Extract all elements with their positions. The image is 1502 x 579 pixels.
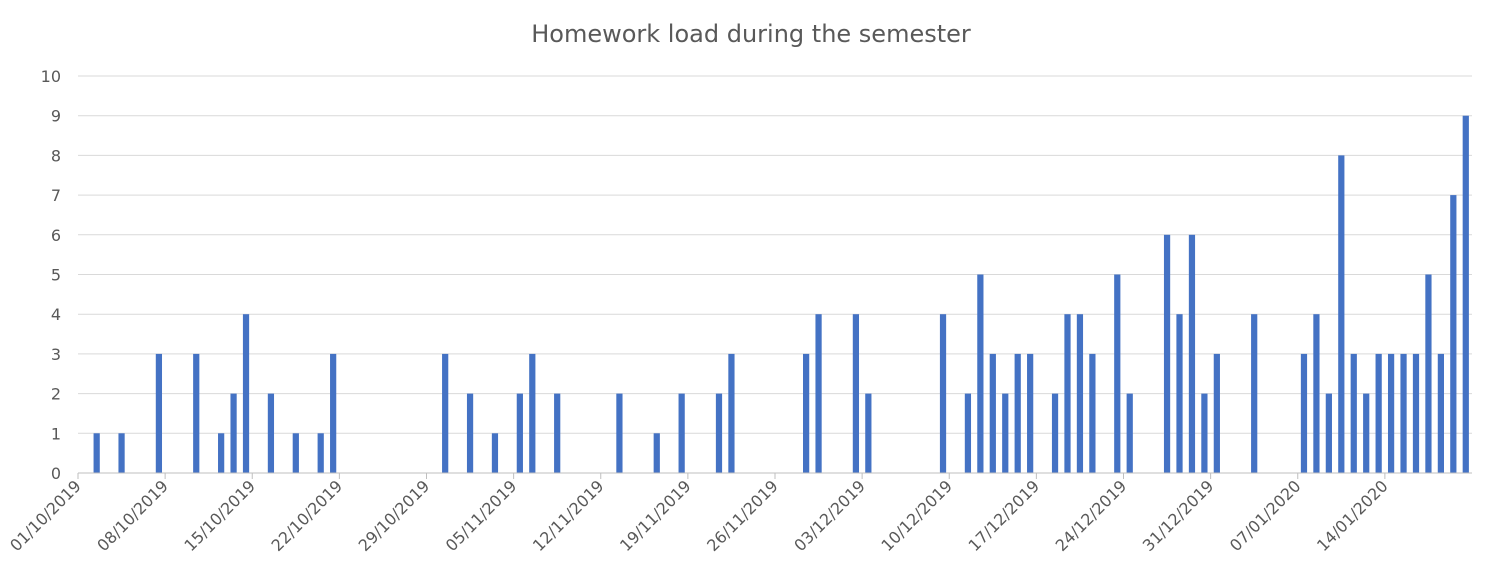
bar [1014, 353, 1021, 473]
bar [815, 314, 822, 473]
bar [1188, 234, 1196, 473]
bar [964, 393, 972, 473]
x-tick-label: 08/10/2019 [93, 476, 172, 555]
x-tick-label: 31/12/2019 [1139, 476, 1218, 555]
bar [230, 393, 237, 473]
bar [715, 393, 723, 473]
y-tick-label: 9 [51, 107, 61, 126]
bar [1089, 353, 1096, 473]
bar [292, 433, 299, 473]
bar [442, 353, 449, 473]
y-tick-label: 5 [51, 266, 61, 285]
bar [193, 353, 200, 473]
bar [803, 353, 810, 473]
bar [267, 393, 275, 473]
bar [1051, 393, 1059, 473]
bar [1163, 234, 1171, 473]
bar [491, 433, 499, 473]
bar [1400, 353, 1407, 473]
x-tick-label: 10/12/2019 [877, 476, 956, 555]
y-tick-label: 3 [51, 345, 61, 364]
bar [1425, 274, 1432, 473]
y-tick-label: 10 [41, 67, 61, 86]
y-tick-label: 0 [51, 464, 61, 483]
bar [1450, 195, 1457, 473]
bar [118, 433, 125, 473]
bar [1002, 393, 1009, 473]
bar [865, 393, 872, 473]
bar [939, 314, 947, 473]
y-tick-label: 8 [51, 146, 61, 165]
bar [1126, 393, 1133, 473]
bar [616, 393, 623, 473]
y-tick-label: 1 [51, 424, 61, 443]
bar [218, 433, 225, 473]
bar [317, 433, 324, 473]
bar [653, 433, 660, 473]
x-tick-label: 15/10/2019 [180, 476, 259, 555]
bar [1375, 353, 1382, 473]
bar [1350, 353, 1357, 473]
bar [1325, 393, 1332, 473]
x-tick-label: 01/10/2019 [6, 476, 85, 555]
bar [1412, 353, 1420, 473]
bar [516, 393, 523, 473]
bar [330, 353, 337, 473]
bar [554, 393, 561, 473]
bar [1176, 314, 1183, 473]
bar [1387, 353, 1395, 473]
y-tick-label: 2 [51, 385, 61, 404]
bar [1076, 314, 1084, 473]
x-axis-tick-labels: 01/10/2019 08/10/2019 15/10/2019 22/10/2019… [6, 476, 1392, 555]
bar [989, 353, 996, 473]
y-tick-label: 6 [51, 226, 61, 245]
bar [1213, 353, 1220, 473]
x-tick-label: 22/10/2019 [268, 476, 347, 555]
x-tick-label: 12/11/2019 [529, 476, 608, 555]
x-tick-label: 26/11/2019 [703, 476, 782, 555]
chart-title: Homework load during the semester [531, 20, 971, 48]
bar [1027, 353, 1034, 473]
bar [1437, 353, 1444, 473]
x-tick-label: 29/10/2019 [355, 476, 434, 555]
bar [1114, 274, 1121, 473]
bar-series [93, 115, 1469, 473]
bar [242, 314, 250, 473]
x-tick-label: 05/11/2019 [442, 476, 521, 555]
bar [678, 393, 685, 473]
x-tick-label: 07/01/2020 [1226, 476, 1305, 555]
x-tick-label: 03/12/2019 [790, 476, 869, 555]
x-tick-label: 14/01/2020 [1313, 476, 1392, 555]
bar [155, 353, 163, 473]
bar [93, 433, 100, 473]
bar [1300, 353, 1308, 473]
bar [728, 353, 735, 473]
y-tick-label: 4 [51, 305, 61, 324]
x-tick-label: 24/12/2019 [1052, 476, 1131, 555]
y-tick-label: 7 [51, 186, 61, 205]
x-tick-label: 19/11/2019 [616, 476, 695, 555]
bar [1462, 115, 1469, 473]
bar [1201, 393, 1208, 473]
bar [1338, 155, 1345, 473]
x-tick-label: 17/12/2019 [965, 476, 1044, 555]
bar [852, 314, 860, 473]
bar [977, 274, 984, 473]
x-axis-ticks [77, 473, 1386, 479]
bar [1064, 314, 1071, 473]
bar [529, 353, 536, 473]
bar [1251, 314, 1258, 473]
y-axis-tick-labels: 0 1 2 3 4 5 6 7 8 9 10 [41, 67, 61, 483]
bar [466, 393, 474, 473]
bar [1363, 393, 1370, 473]
gridlines [78, 75, 1472, 434]
bar [1313, 314, 1320, 473]
